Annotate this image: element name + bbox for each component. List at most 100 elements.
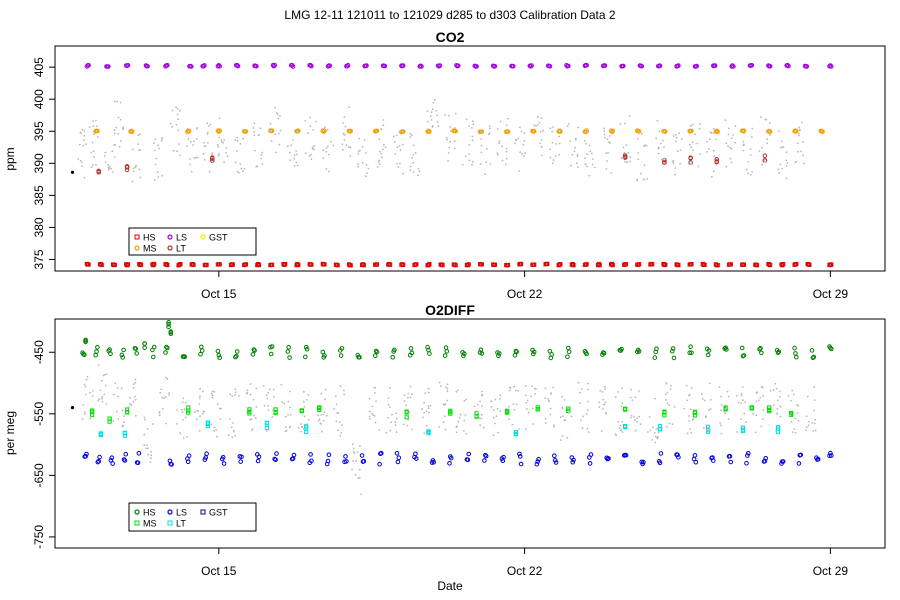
data-point-hs xyxy=(670,348,675,354)
data-point-sample xyxy=(558,135,560,138)
data-point-sample xyxy=(322,149,324,152)
data-point-sample xyxy=(361,146,364,148)
data-point-lt xyxy=(623,424,628,429)
data-point-ls xyxy=(587,461,593,466)
data-point-sample xyxy=(444,114,447,116)
data-point-sample xyxy=(96,125,98,128)
data-point-ls xyxy=(122,458,128,463)
data-point-sample xyxy=(130,404,133,407)
data-point-sample xyxy=(499,120,502,123)
data-point-ls xyxy=(763,456,769,461)
data-point-sample xyxy=(107,166,110,169)
data-point-sample xyxy=(89,417,91,420)
data-point-sample xyxy=(604,401,606,404)
data-point-sample xyxy=(439,385,442,388)
data-point-sample xyxy=(793,428,796,430)
data-point-sample xyxy=(606,138,609,141)
data-point-hs xyxy=(392,347,397,353)
data-point-sample xyxy=(679,162,681,165)
data-point-sample xyxy=(686,432,689,435)
data-point-sample xyxy=(654,435,657,438)
data-point-ls xyxy=(86,63,91,68)
data-point-sample xyxy=(515,403,518,406)
data-point-sample xyxy=(690,163,692,165)
data-point-sample xyxy=(246,389,249,392)
data-point-sample xyxy=(134,382,137,384)
data-point-sample xyxy=(775,413,778,415)
data-point-sample xyxy=(523,140,526,142)
data-point-sample xyxy=(366,172,368,175)
data-point-sample xyxy=(742,140,745,143)
data-point-sample xyxy=(688,415,691,417)
data-point-sample xyxy=(296,164,299,167)
data-point-sample xyxy=(189,163,191,166)
data-point-sample xyxy=(620,157,623,160)
data-point-sample xyxy=(144,418,146,421)
data-point-sample xyxy=(139,176,142,179)
data-point-sample xyxy=(675,136,678,139)
data-point-ms xyxy=(186,410,191,415)
data-point-ms xyxy=(90,412,95,418)
data-point-hs xyxy=(741,262,746,267)
data-point-sample xyxy=(150,457,152,460)
data-point-sample xyxy=(768,122,771,124)
data-point-ms xyxy=(531,128,537,134)
data-point-sample xyxy=(550,392,552,395)
data-point-ls xyxy=(95,459,101,465)
data-point-sample xyxy=(239,142,242,145)
data-point-sample xyxy=(734,125,737,127)
data-point-sample xyxy=(552,126,555,128)
data-point-sample xyxy=(120,387,123,390)
data-point-sample xyxy=(446,383,449,386)
data-point-sample xyxy=(446,387,449,390)
data-point-sample xyxy=(279,129,282,132)
data-point-sample xyxy=(780,140,783,143)
data-point-sample xyxy=(578,402,581,405)
data-point-sample xyxy=(422,416,424,419)
data-point-sample xyxy=(193,157,196,159)
data-point-ms xyxy=(715,129,721,135)
data-point-hs xyxy=(492,262,497,267)
data-point-sample xyxy=(628,115,631,118)
data-point-sample xyxy=(716,158,719,160)
data-point-ls xyxy=(455,63,461,68)
data-point-hs xyxy=(809,348,815,353)
data-point-sample xyxy=(535,125,537,128)
data-point-sample xyxy=(732,134,734,136)
data-point-sample xyxy=(423,401,425,404)
x-tick-label: Oct 29 xyxy=(813,564,849,578)
data-point-sample xyxy=(800,150,802,153)
data-point-sample xyxy=(426,110,429,112)
data-point-ls xyxy=(517,454,523,459)
data-point-sample xyxy=(329,140,332,143)
data-point-sample xyxy=(450,130,452,133)
data-point-sample xyxy=(246,391,249,394)
data-point-sample xyxy=(187,138,190,140)
data-point-sample xyxy=(270,140,273,143)
data-point-sample xyxy=(679,149,682,151)
data-point-hs xyxy=(216,353,222,358)
data-point-sample xyxy=(266,397,269,400)
data-point-ls xyxy=(83,454,88,459)
data-point-sample xyxy=(446,138,448,141)
data-point-sample xyxy=(811,421,814,424)
data-point-sample xyxy=(410,134,413,137)
data-point-sample xyxy=(423,432,426,435)
data-point-sample xyxy=(619,424,622,427)
data-point-sample xyxy=(269,127,272,130)
data-point-ls xyxy=(492,64,498,69)
data-point-sample xyxy=(393,140,396,143)
data-point-sample xyxy=(534,393,537,395)
data-point-sample xyxy=(85,378,88,381)
data-point-ls xyxy=(379,450,384,456)
data-point-sample xyxy=(697,165,700,168)
data-point-sample xyxy=(317,414,319,417)
data-point-sample xyxy=(536,116,539,118)
data-point-hs xyxy=(793,351,798,356)
data-point-sample xyxy=(274,133,277,136)
data-point-hs xyxy=(767,262,772,267)
data-point-sample xyxy=(463,419,466,422)
data-point-sample xyxy=(222,141,225,144)
data-point-sample xyxy=(341,143,344,146)
data-point-sample xyxy=(489,127,491,130)
